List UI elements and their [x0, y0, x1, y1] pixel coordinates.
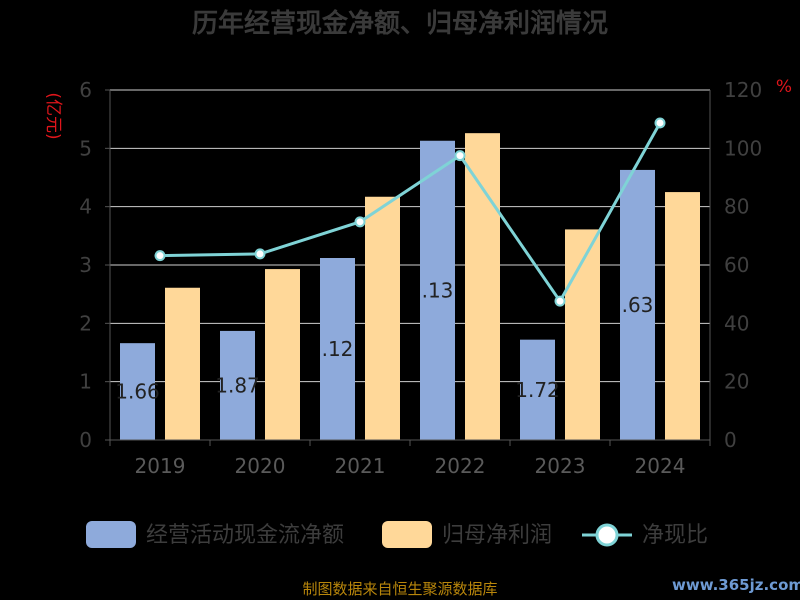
left-tick-label: 1 — [79, 370, 92, 394]
bar-cashflow — [220, 330, 255, 440]
ratio-point — [654, 117, 666, 129]
bar-cashflow — [320, 258, 355, 440]
ratio-point — [554, 295, 566, 307]
x-tick-label: 2021 — [335, 454, 386, 478]
bar-cashflow — [620, 169, 655, 440]
left-tick-label: 4 — [79, 195, 92, 219]
bar-profit — [465, 133, 500, 440]
bar-cashflow — [120, 343, 155, 440]
left-tick-label: 2 — [79, 311, 92, 335]
data-label-cashflow: .12 — [322, 337, 354, 361]
source-note: 制图数据来自恒生聚源数据库 — [302, 580, 497, 598]
x-tick-label: 2022 — [435, 454, 486, 478]
bar-cashflow — [420, 140, 455, 440]
x-tick-label: 2023 — [535, 454, 586, 478]
left-tick-label: 6 — [79, 78, 92, 102]
bar-profit — [165, 287, 200, 440]
x-tick-label: 2020 — [235, 454, 286, 478]
legend-swatch-cashflow — [86, 521, 136, 548]
data-label-cashflow: 1.72 — [515, 378, 560, 402]
legend-label-profit: 归母净利润 — [442, 523, 552, 548]
right-tick-label: 0 — [724, 428, 737, 452]
ratio-point — [254, 248, 266, 260]
x-tick-label: 2024 — [635, 454, 686, 478]
left-axis-unit: (亿元) — [43, 92, 63, 139]
data-label-cashflow: .63 — [622, 293, 654, 317]
bar-profit — [265, 269, 300, 440]
bar-layer — [120, 133, 700, 440]
legend-label-ratio: 净现比 — [642, 523, 708, 548]
bar-cashflow — [520, 339, 555, 440]
right-axis-unit: % — [776, 77, 792, 97]
left-tick-label: 3 — [79, 253, 92, 277]
data-label-cashflow: 1.87 — [215, 373, 260, 397]
ratio-line — [159, 122, 662, 305]
left-tick-label: 5 — [79, 136, 92, 160]
data-label-cashflow: 1.66 — [115, 380, 160, 404]
ratio-line-layer — [154, 117, 666, 307]
data-label-layer: 1.66 1.87 .12 .13 1.72 .63 — [115, 278, 653, 403]
grid-lines — [110, 89, 710, 383]
right-tick-label: 20 — [724, 370, 749, 394]
bar-profit — [565, 229, 600, 440]
right-tick-label: 60 — [724, 253, 749, 277]
ratio-point — [154, 250, 166, 262]
legend-label-cashflow: 经营活动现金流净额 — [146, 523, 344, 548]
bar-profit — [665, 192, 700, 440]
watermark: www.365jz.com — [672, 576, 800, 594]
chart-title: 历年经营现金净额、归母净利润情况 — [192, 8, 608, 39]
ratio-point — [454, 150, 466, 162]
left-tick-label: 0 — [79, 428, 92, 452]
bar-profit — [365, 196, 400, 440]
x-tick-label: 2019 — [135, 454, 186, 478]
legend: 经营活动现金流净额 归母净利润 净现比 — [86, 521, 708, 548]
ratio-point — [354, 216, 366, 228]
legend-swatch-profit — [382, 521, 432, 548]
right-tick-label: 120 — [724, 78, 762, 102]
right-tick-label: 80 — [724, 195, 749, 219]
right-tick-label: 40 — [724, 311, 749, 335]
legend-marker-ratio — [595, 523, 619, 547]
right-tick-label: 100 — [724, 136, 762, 160]
data-label-cashflow: .13 — [422, 278, 454, 302]
